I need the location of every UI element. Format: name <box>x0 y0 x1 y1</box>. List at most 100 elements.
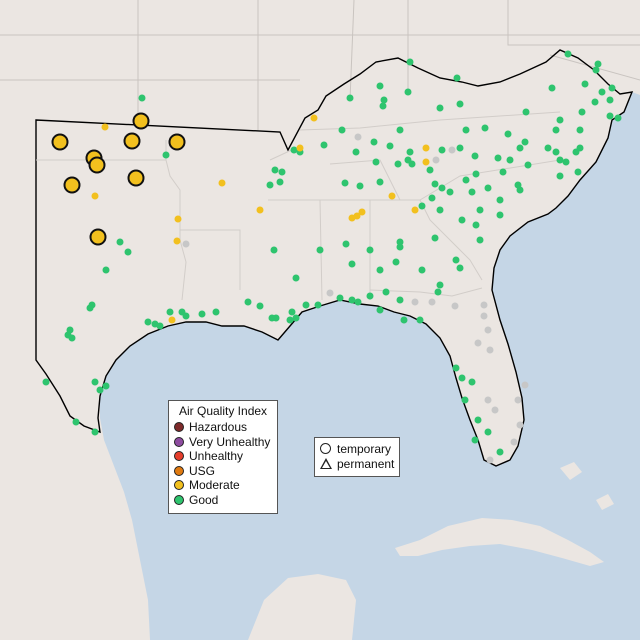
monitor-marker-moderate[interactable] <box>422 158 430 166</box>
monitor-marker-no-data[interactable] <box>480 312 488 320</box>
monitor-marker-good[interactable] <box>286 316 294 324</box>
monitor-marker-good[interactable] <box>471 152 479 160</box>
monitor-marker-good[interactable] <box>506 156 514 164</box>
monitor-marker-good[interactable] <box>446 188 454 196</box>
monitor-marker-moderate[interactable] <box>353 212 361 220</box>
monitor-marker-good[interactable] <box>471 436 479 444</box>
monitor-marker-moderate-temporary[interactable] <box>127 169 145 187</box>
monitor-marker-good[interactable] <box>456 144 464 152</box>
monitor-marker-good[interactable] <box>380 96 388 104</box>
monitor-marker-good[interactable] <box>456 100 464 108</box>
monitor-marker-good[interactable] <box>552 148 560 156</box>
monitor-marker-moderate[interactable] <box>296 144 304 152</box>
monitor-marker-moderate[interactable] <box>168 316 176 324</box>
monitor-marker-moderate-temporary[interactable] <box>88 156 106 174</box>
monitor-marker-good[interactable] <box>468 188 476 196</box>
monitor-marker-moderate[interactable] <box>358 208 366 216</box>
monitor-marker-good[interactable] <box>431 180 439 188</box>
monitor-marker-good[interactable] <box>574 168 582 176</box>
monitor-marker-no-data[interactable] <box>510 438 518 446</box>
monitor-marker-good[interactable] <box>462 126 470 134</box>
monitor-marker-no-data[interactable] <box>484 326 492 334</box>
monitor-marker-good[interactable] <box>606 112 614 120</box>
monitor-marker-good[interactable] <box>556 172 564 180</box>
monitor-marker-good[interactable] <box>416 316 424 324</box>
monitor-marker-good[interactable] <box>453 74 461 82</box>
monitor-marker-good[interactable] <box>376 306 384 314</box>
monitor-marker-good[interactable] <box>456 264 464 272</box>
monitor-marker-good[interactable] <box>396 238 404 246</box>
monitor-marker-good[interactable] <box>562 158 570 166</box>
monitor-marker-good[interactable] <box>418 202 426 210</box>
monitor-marker-no-data[interactable] <box>451 302 459 310</box>
monitor-marker-good[interactable] <box>314 301 322 309</box>
monitor-marker-no-data[interactable] <box>480 301 488 309</box>
monitor-marker-good[interactable] <box>320 141 328 149</box>
monitor-marker-good[interactable] <box>91 428 99 436</box>
monitor-marker-good[interactable] <box>348 296 356 304</box>
monitor-marker-no-data[interactable] <box>432 156 440 164</box>
monitor-marker-moderate-temporary[interactable] <box>63 176 81 194</box>
monitor-marker-good[interactable] <box>408 160 416 168</box>
monitor-marker-good[interactable] <box>392 258 400 266</box>
monitor-marker-moderate[interactable] <box>310 114 318 122</box>
monitor-marker-good[interactable] <box>592 66 600 74</box>
monitor-marker-good[interactable] <box>288 308 296 316</box>
monitor-marker-good[interactable] <box>166 308 174 316</box>
monitor-marker-good[interactable] <box>436 104 444 112</box>
monitor-marker-good[interactable] <box>476 236 484 244</box>
monitor-marker-good[interactable] <box>458 216 466 224</box>
monitor-marker-good[interactable] <box>564 50 572 58</box>
monitor-marker-good[interactable] <box>124 248 132 256</box>
monitor-marker-good[interactable] <box>68 334 76 342</box>
monitor-marker-good[interactable] <box>594 60 602 68</box>
monitor-marker-no-data[interactable] <box>486 346 494 354</box>
monitor-marker-good[interactable] <box>256 302 264 310</box>
monitor-marker-good[interactable] <box>552 126 560 134</box>
monitor-marker-good[interactable] <box>462 176 470 184</box>
monitor-marker-moderate-temporary[interactable] <box>51 133 69 151</box>
monitor-marker-good[interactable] <box>396 243 404 251</box>
monitor-marker-good[interactable] <box>598 88 606 96</box>
monitor-marker-good[interactable] <box>394 160 402 168</box>
monitor-marker-good[interactable] <box>376 178 384 186</box>
monitor-marker-moderate[interactable] <box>422 144 430 152</box>
monitor-marker-good[interactable] <box>426 166 434 174</box>
monitor-marker-good[interactable] <box>400 316 408 324</box>
monitor-marker-good[interactable] <box>336 294 344 302</box>
monitor-marker-good[interactable] <box>481 124 489 132</box>
monitor-marker-good[interactable] <box>431 234 439 242</box>
monitor-marker-good[interactable] <box>212 308 220 316</box>
monitor-marker-good[interactable] <box>198 310 206 318</box>
monitor-marker-good[interactable] <box>576 126 584 134</box>
monitor-marker-good[interactable] <box>406 58 414 66</box>
monitor-marker-good[interactable] <box>504 130 512 138</box>
monitor-marker-good[interactable] <box>354 298 362 306</box>
monitor-marker-good[interactable] <box>474 416 482 424</box>
monitor-marker-good[interactable] <box>436 281 444 289</box>
monitor-marker-good[interactable] <box>88 301 96 309</box>
monitor-marker-good[interactable] <box>116 238 124 246</box>
monitor-marker-good[interactable] <box>376 82 384 90</box>
monitor-marker-good[interactable] <box>452 364 460 372</box>
monitor-marker-good[interactable] <box>556 156 564 164</box>
monitor-marker-good[interactable] <box>418 266 426 274</box>
monitor-marker-good[interactable] <box>292 274 300 282</box>
monitor-marker-moderate[interactable] <box>174 215 182 223</box>
monitor-marker-moderate-temporary[interactable] <box>132 112 150 130</box>
monitor-marker-no-data[interactable] <box>514 396 522 404</box>
monitor-marker-no-data[interactable] <box>448 146 456 154</box>
monitor-marker-good[interactable] <box>544 144 552 152</box>
monitor-marker-good[interactable] <box>338 126 346 134</box>
monitor-marker-good[interactable] <box>376 266 384 274</box>
monitor-marker-good[interactable] <box>302 301 310 309</box>
monitor-marker-good[interactable] <box>484 184 492 192</box>
monitor-marker-good[interactable] <box>472 221 480 229</box>
monitor-marker-good[interactable] <box>316 246 324 254</box>
monitor-marker-good[interactable] <box>370 138 378 146</box>
monitor-marker-no-data[interactable] <box>491 406 499 414</box>
monitor-marker-no-data[interactable] <box>474 339 482 347</box>
monitor-marker-good[interactable] <box>396 126 404 134</box>
monitor-marker-good[interactable] <box>581 80 589 88</box>
monitor-marker-good[interactable] <box>348 260 356 268</box>
